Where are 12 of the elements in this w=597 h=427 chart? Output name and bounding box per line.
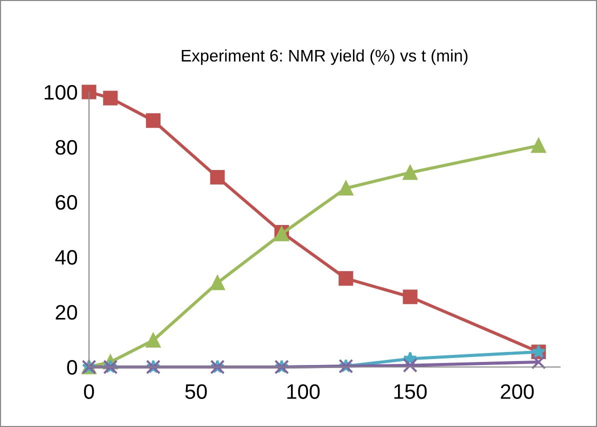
chart-title: Experiment 6: NMR yield (%) vs t (min) [182,49,468,65]
x-tick-label: 200 [500,384,534,399]
y-tick-label: 100 [44,85,78,100]
y-tick-label: 0 [67,360,78,375]
y-tick-label: 80 [56,140,78,155]
y-tick-label: 40 [55,250,78,265]
x-tick-label: 150 [394,384,427,399]
x-tick-label: 100 [287,384,320,399]
x-tick-label: 50 [185,384,207,399]
y-tick-label: 20 [56,305,78,320]
y-tick-label: 60 [56,195,78,210]
x-tick-label: 0 [84,384,94,399]
